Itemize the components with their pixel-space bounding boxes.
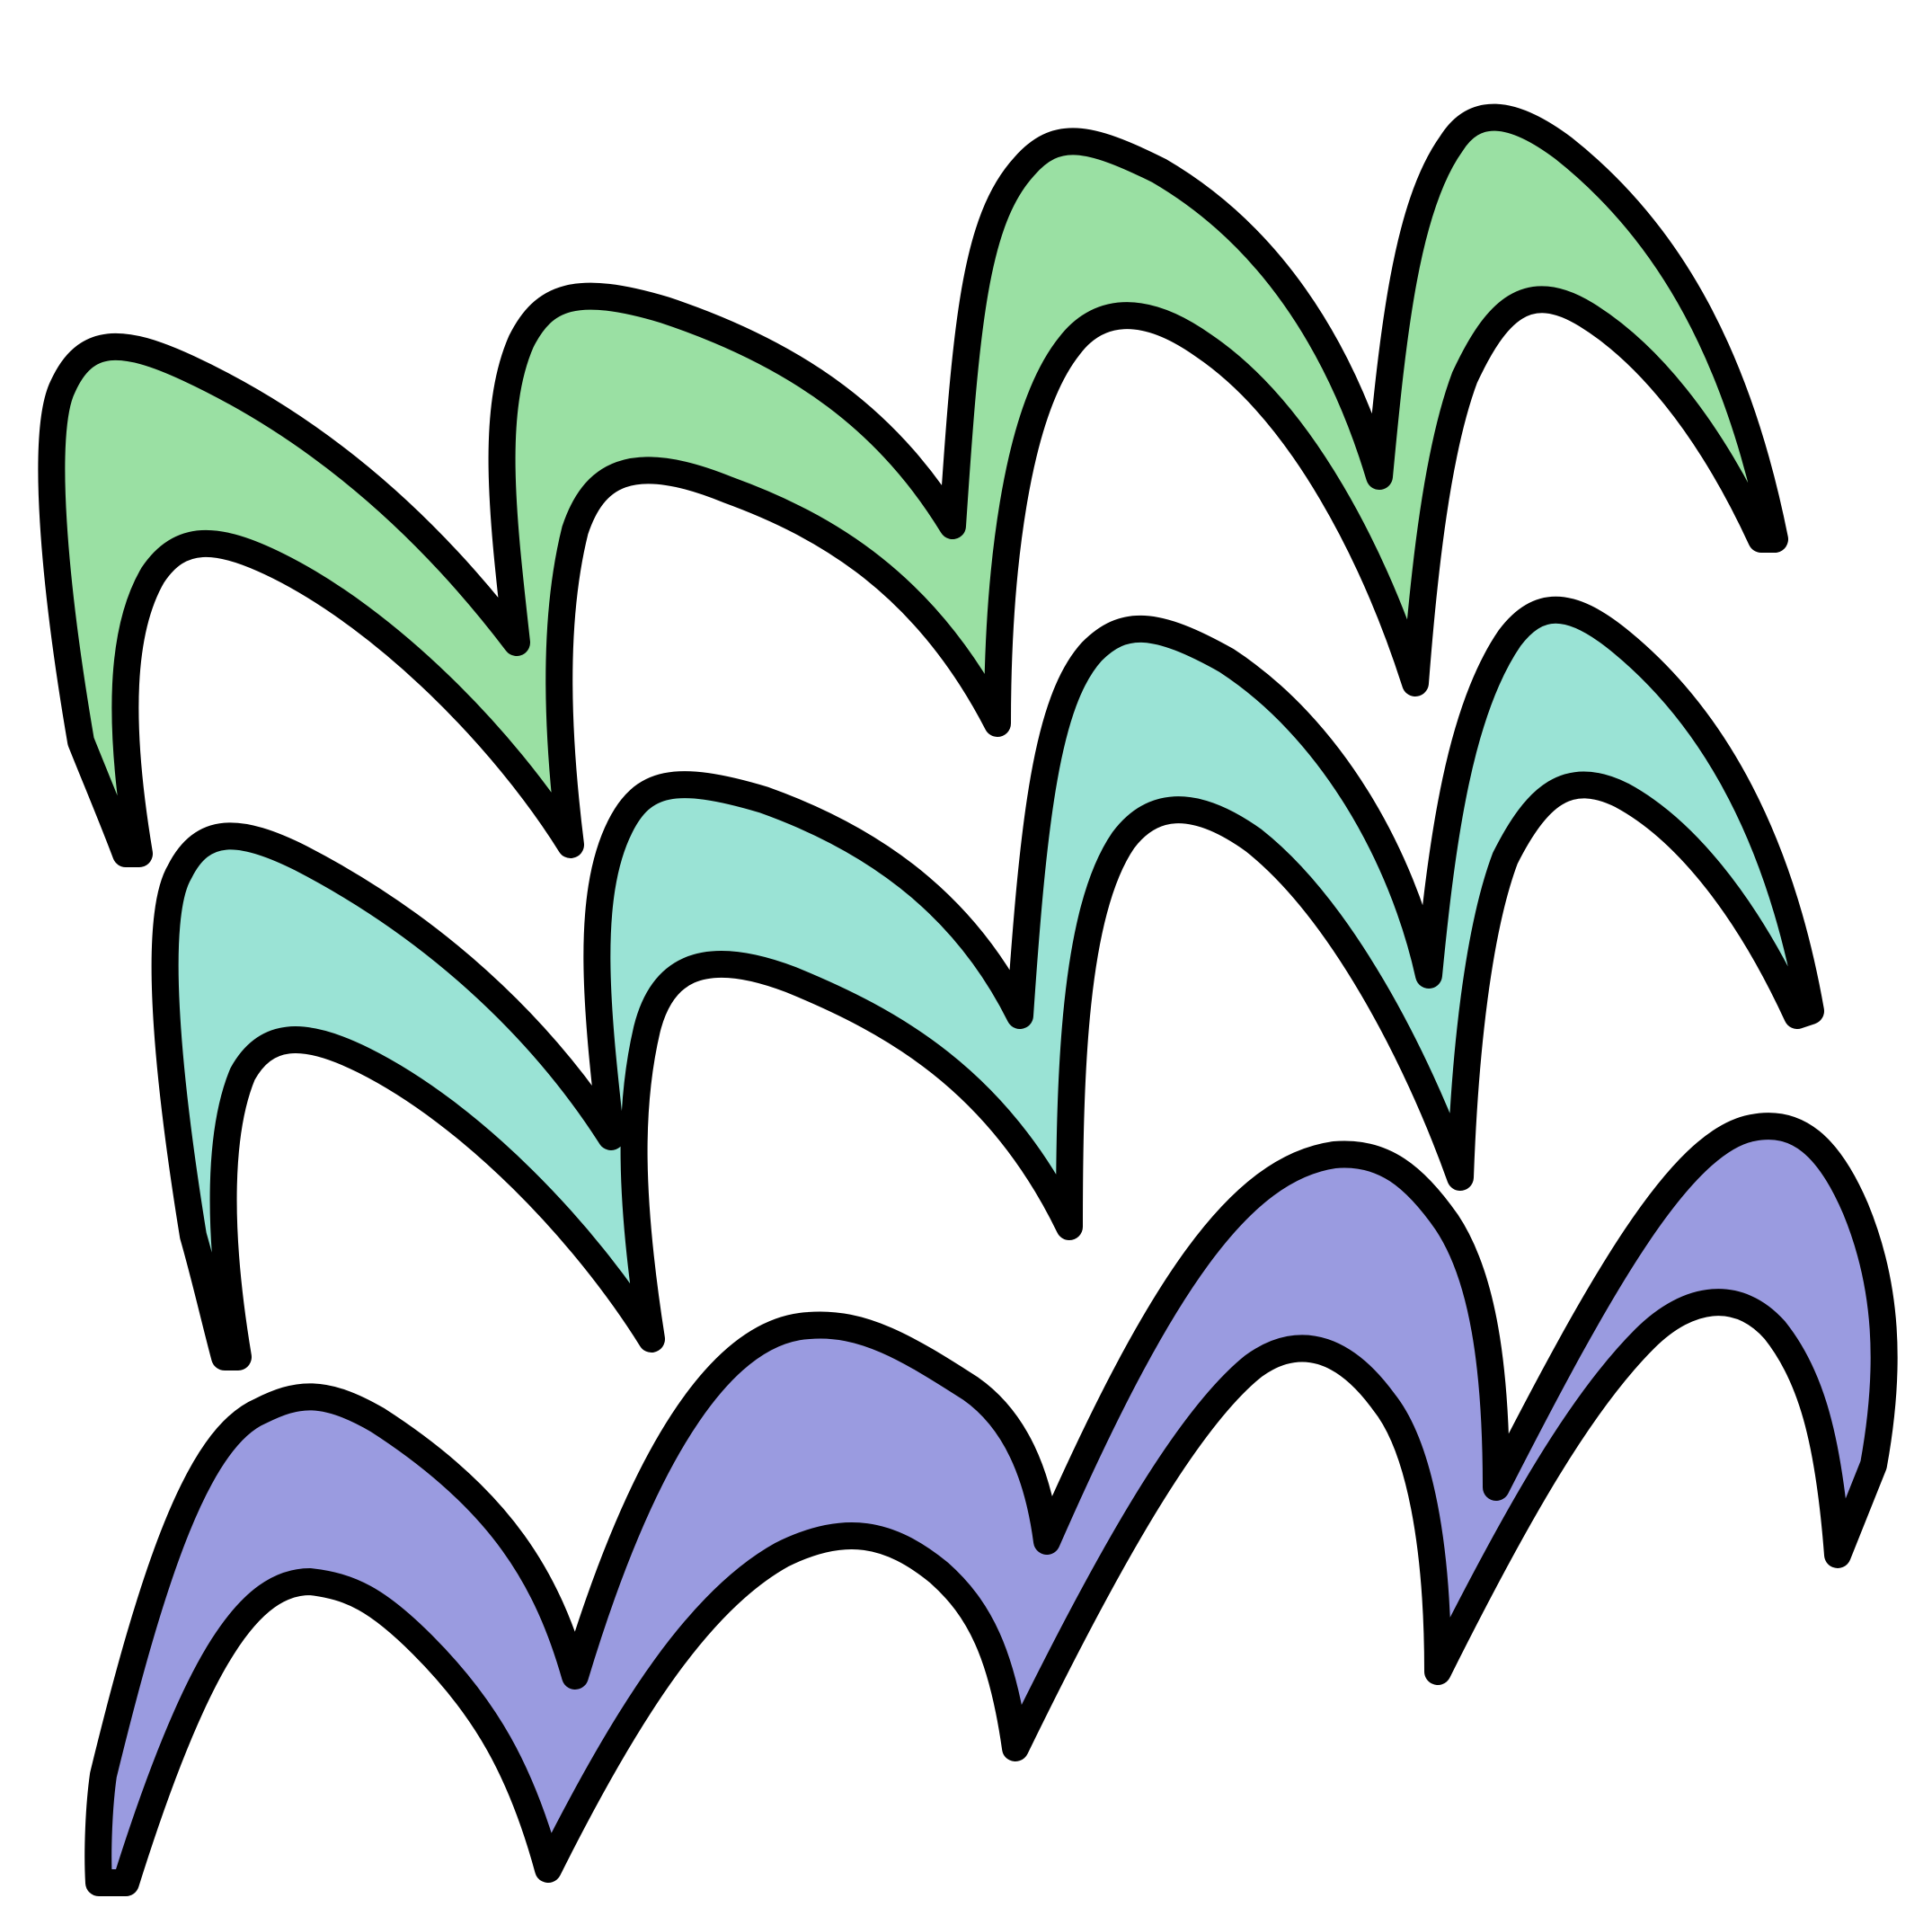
top-band-shape	[38, 103, 1788, 867]
bottom-band	[84, 1113, 1898, 1896]
middle-band	[151, 596, 1824, 1370]
top-band	[38, 103, 1788, 867]
middle-band-shape	[151, 596, 1824, 1370]
bottom-band-shape	[84, 1113, 1898, 1896]
